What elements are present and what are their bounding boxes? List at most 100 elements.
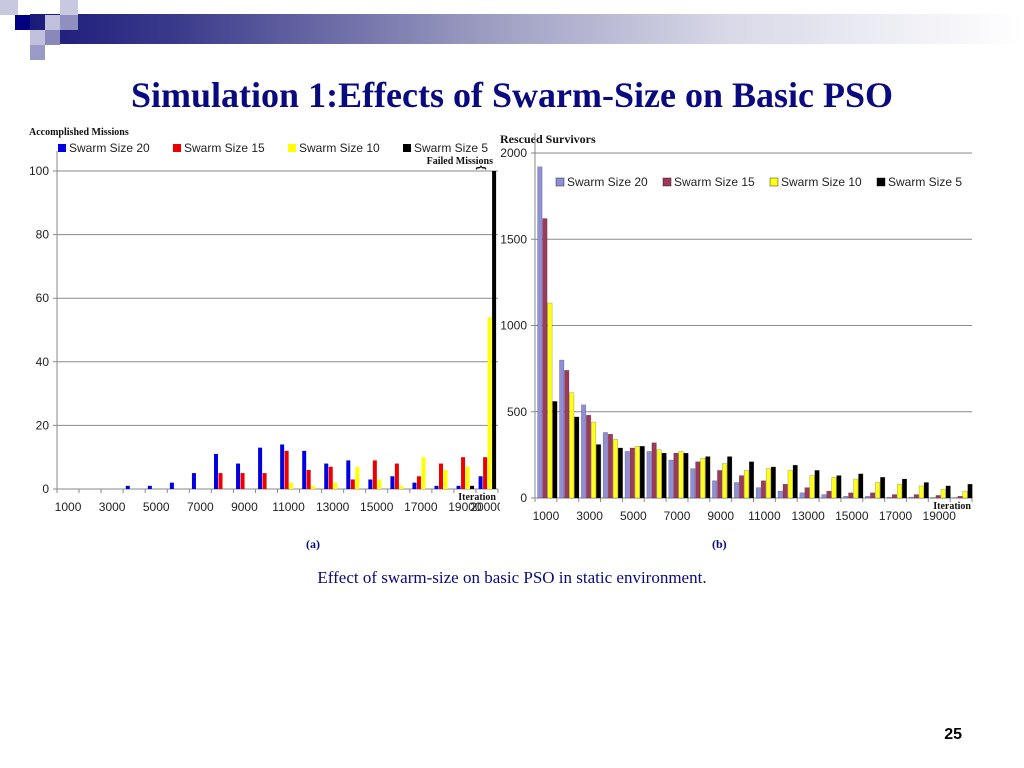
bar-swarm-size-20 [602, 432, 608, 499]
x-tick-label: 17000 [879, 509, 913, 523]
bar-swarm-size-20 [624, 451, 630, 499]
chart-title: Rescued Survivors [500, 132, 596, 146]
bar-swarm-size-10 [744, 470, 750, 499]
bar-swarm-size-15 [739, 475, 745, 499]
legend-swatch [662, 177, 672, 187]
x-tick-label: 15000 [360, 500, 394, 514]
bar-swarm-size-20 [821, 494, 827, 499]
bar-swarm-size-10 [656, 449, 662, 499]
decor-square [45, 15, 60, 30]
bar-swarm-size-15 [586, 414, 592, 499]
bar-swarm-size-20 [908, 496, 914, 499]
bar-swarm-size-15 [848, 492, 854, 499]
bar-swarm-size-10 [547, 302, 553, 499]
bar-swarm-size-5 [792, 464, 798, 499]
bar-swarm-size-5 [749, 461, 755, 499]
bar-swarm-size-10 [333, 482, 338, 489]
bar-swarm-size-20 [434, 485, 439, 489]
bar-swarm-size-20 [368, 479, 373, 489]
bar-swarm-size-15 [629, 447, 635, 499]
x-tick-label: 20000 [470, 500, 500, 514]
bar-swarm-size-20 [930, 497, 936, 499]
y-tick-label: 0 [520, 491, 527, 505]
bar-swarm-size-20 [390, 476, 395, 489]
bar-swarm-size-15 [870, 492, 876, 499]
chart-rescued-survivors: Rescued Survivors 0 500 1000 1500 2000 1000 300… [500, 132, 973, 523]
bar-swarm-size-15 [891, 494, 897, 499]
figure-caption: Effect of swarm-size on basic PSO in sta… [317, 568, 707, 587]
chart-title: Accomplished Missions [29, 127, 129, 138]
bar-swarm-size-20 [843, 496, 849, 499]
x-tick-label: 1000 [55, 500, 82, 514]
chart-accomplished-missions: Accomplished Missions 0 20 40 60 80 100 1000 300… [29, 127, 500, 514]
decor-square [30, 30, 45, 45]
x-tick-label: 9000 [707, 509, 734, 523]
x-tick-label: 7000 [664, 509, 691, 523]
legend-swatch [58, 144, 66, 152]
bar-swarm-size-20 [777, 490, 783, 499]
bar-swarm-size-20 [147, 485, 152, 489]
bar-swarm-size-5 [727, 456, 733, 499]
bar-swarm-size-20 [734, 482, 740, 499]
x-axis-label: Iteration [933, 501, 971, 512]
bar-swarm-size-20 [258, 447, 263, 489]
bar-swarm-size-15 [826, 490, 832, 499]
bar-swarm-size-20 [865, 496, 871, 499]
bar-swarm-size-10 [355, 466, 360, 489]
decor-square [15, 15, 30, 30]
bar-swarm-size-5 [814, 470, 820, 499]
decor-square [60, 0, 78, 15]
bar-swarm-size-10 [289, 482, 294, 489]
bar-swarm-size-15 [651, 442, 657, 499]
slide-header-decoration [0, 0, 1024, 60]
decor-square [45, 30, 60, 45]
bar-swarm-size-5 [858, 473, 864, 499]
y-tick-label: 2000 [500, 146, 527, 160]
bar-swarm-size-15 [306, 469, 311, 489]
bar-swarm-size-10 [940, 489, 946, 499]
bar-swarm-size-20 [886, 496, 892, 499]
bar-swarm-size-10 [831, 477, 837, 499]
bar-swarm-size-10 [612, 439, 618, 499]
x-tick-label: 1000 [533, 509, 560, 523]
bar-swarm-size-10 [465, 466, 470, 489]
bar-swarm-size-5 [967, 483, 973, 499]
panel-b-label: (b) [712, 537, 727, 551]
bar-swarm-size-10 [634, 446, 640, 499]
legend-swatch [173, 144, 181, 152]
bar-swarm-size-20 [191, 473, 196, 489]
bar-swarm-size-15 [804, 487, 810, 499]
bar-swarm-size-20 [346, 460, 351, 489]
bar-swarm-size-5 [639, 446, 645, 499]
bar-swarm-size-10 [700, 458, 706, 499]
bar-swarm-size-10 [962, 490, 968, 499]
bar-swarm-size-20 [581, 404, 587, 499]
bar-swarm-size-20 [712, 480, 718, 499]
bar-swarm-size-10 [918, 485, 924, 499]
bar-swarm-size-20 [169, 482, 174, 489]
x-tick-label: 3000 [576, 509, 603, 523]
bar-swarm-size-10 [722, 463, 728, 499]
bar-swarm-size-15 [262, 473, 267, 489]
legend-label: Swarm Size 5 [414, 141, 488, 155]
bar-swarm-size-5 [945, 485, 951, 499]
bar-swarm-size-15 [935, 495, 941, 499]
x-tick-label: 19000 [923, 509, 957, 523]
panel-a-label: (a) [306, 537, 320, 551]
bar-swarm-size-15 [782, 483, 788, 499]
bar-swarm-size-10 [311, 485, 316, 489]
x-tick-label: 19000 [448, 500, 482, 514]
bar-swarm-size-20 [478, 476, 483, 489]
legend-swatch [288, 144, 296, 152]
bar-swarm-size-20 [213, 454, 218, 489]
bar-swarm-size-15 [564, 370, 570, 499]
bar-swarm-size-20 [280, 444, 285, 489]
decor-square [30, 45, 45, 60]
bar-swarm-size-15 [394, 463, 399, 489]
y-tick-label: 100 [29, 164, 49, 178]
y-tick-label: 20 [36, 418, 50, 432]
bar-swarm-size-10 [377, 479, 382, 489]
x-tick-label: 15000 [835, 509, 869, 523]
x-tick-label: 5000 [143, 500, 170, 514]
x-tick-label: 13000 [316, 500, 350, 514]
